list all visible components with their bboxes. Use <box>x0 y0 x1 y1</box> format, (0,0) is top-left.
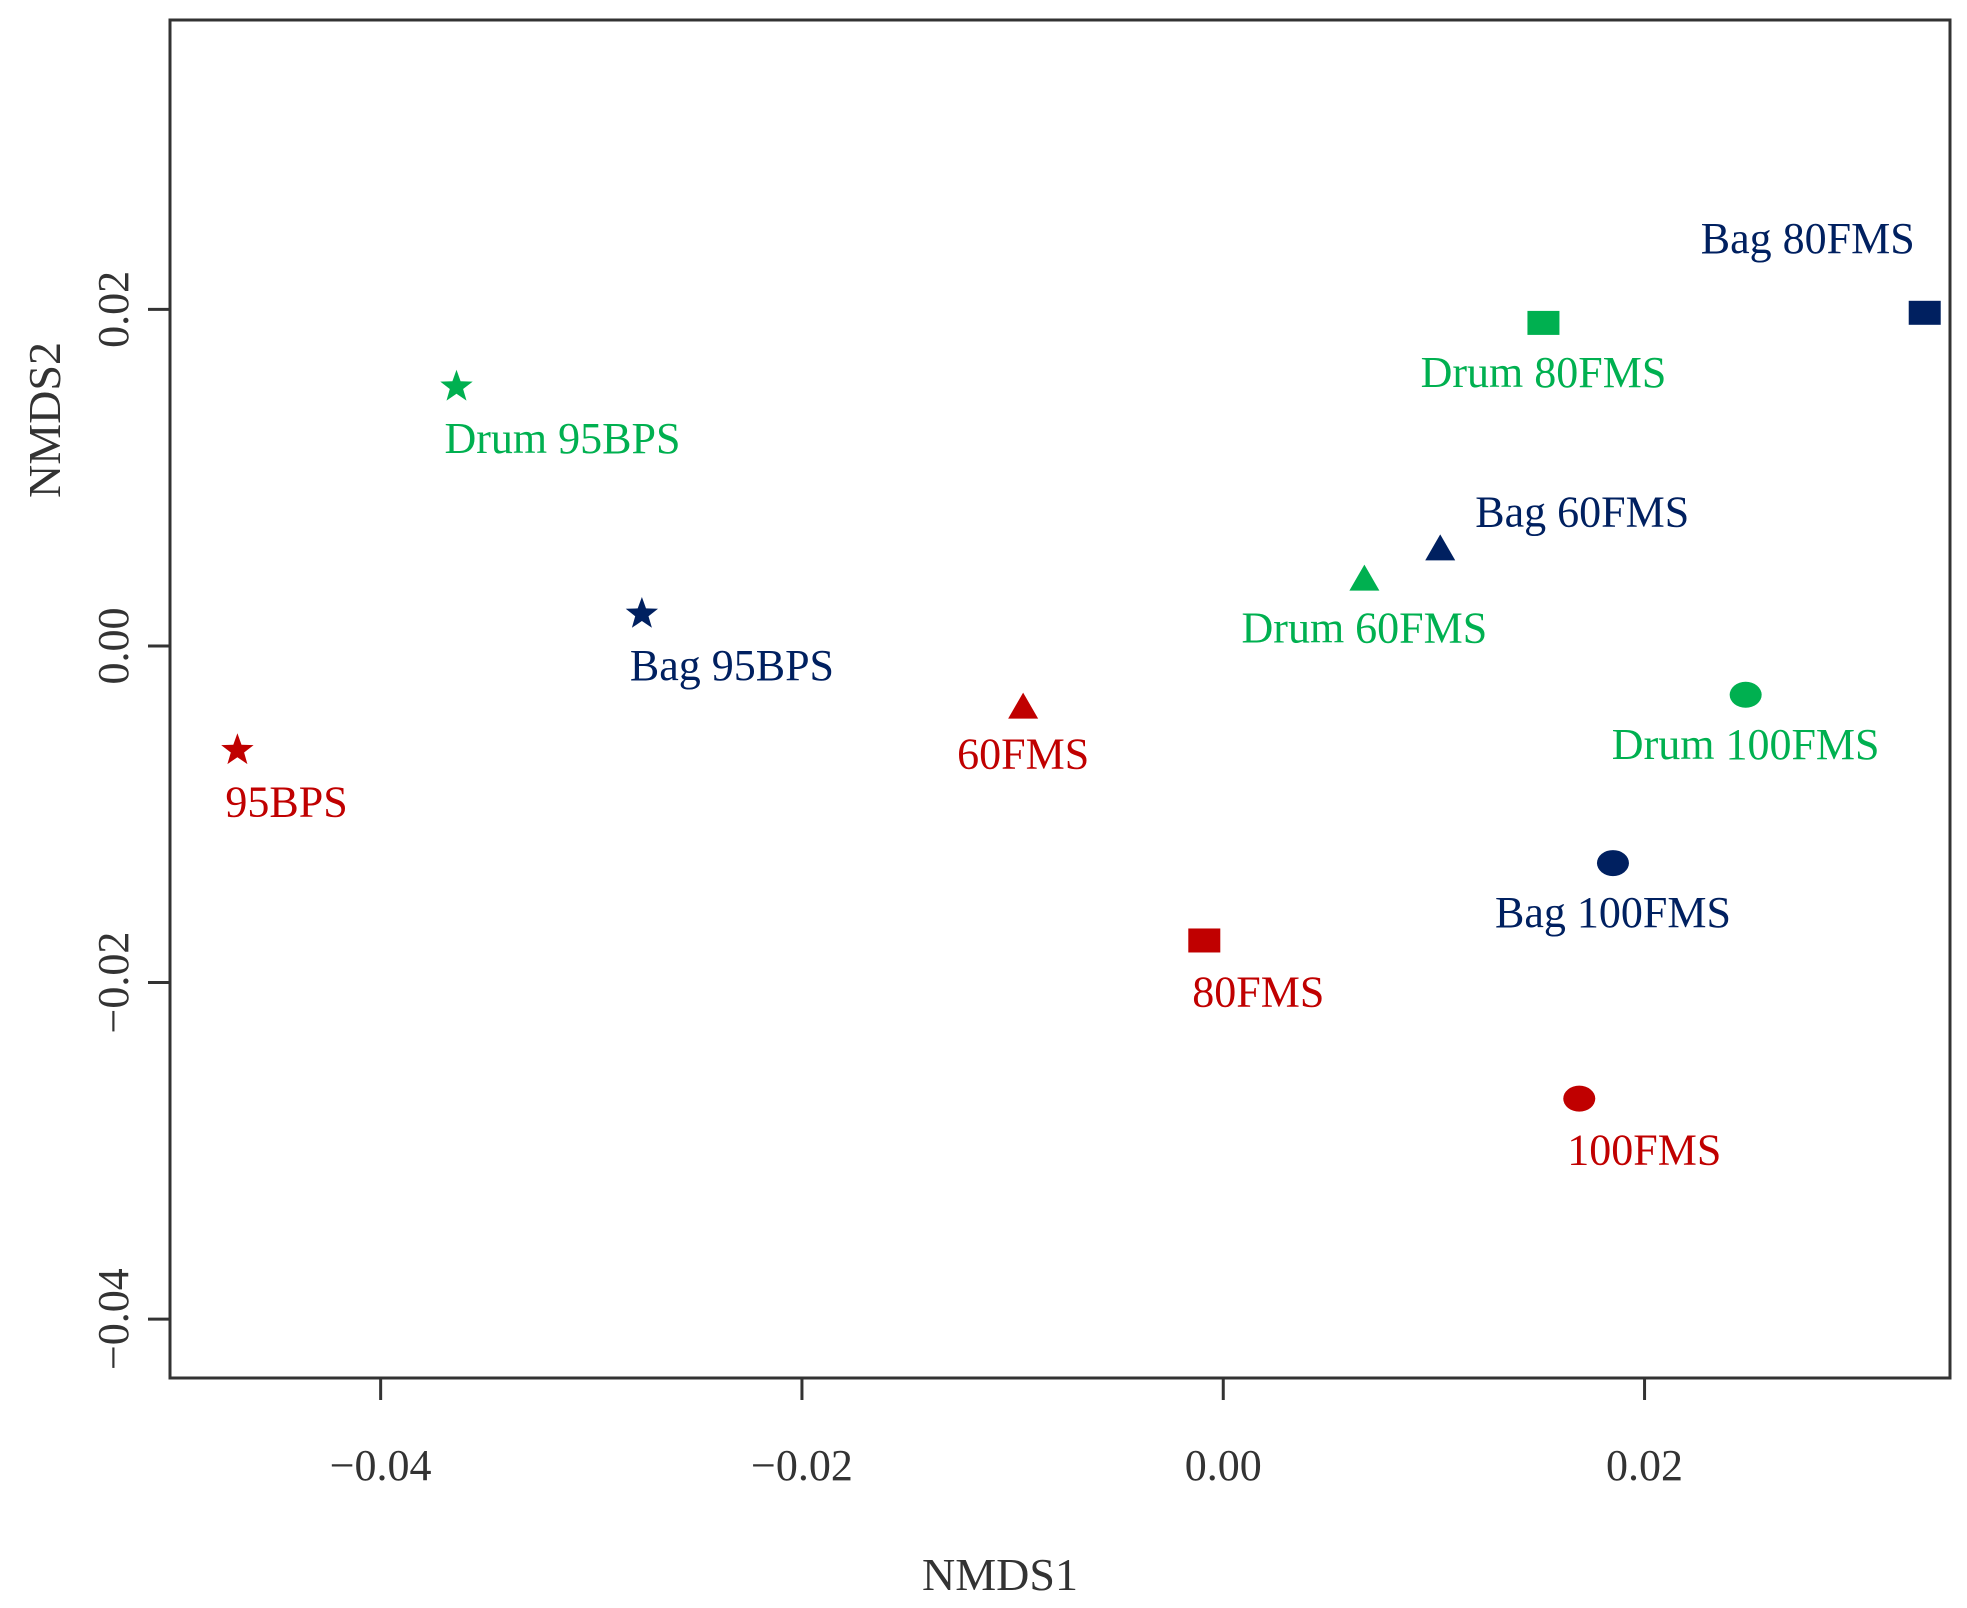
point-60fms <box>1008 692 1039 719</box>
point-bag-60fms <box>1425 534 1456 561</box>
point-80fms <box>1188 928 1221 953</box>
point-drum-80fms <box>1527 310 1560 335</box>
label-95bps: 95BPS <box>225 777 347 826</box>
label-80fms: 80FMS <box>1192 967 1324 1016</box>
label-100fms: 100FMS <box>1567 1126 1721 1175</box>
y-tick-label: −0.04 <box>89 1268 138 1370</box>
x-tick-label: 0.02 <box>1606 1441 1683 1490</box>
point-bag-95bps <box>625 597 658 628</box>
label-bag-80fms: Bag 80FMS <box>1701 214 1915 263</box>
label-drum-60fms: Drum 60FMS <box>1242 604 1488 653</box>
x-tick-label: −0.02 <box>751 1441 853 1490</box>
point-bag-80fms <box>1908 300 1941 325</box>
label-bag-60fms: Bag 60FMS <box>1475 487 1689 536</box>
point-95bps <box>221 733 254 765</box>
point-drum-60fms <box>1349 564 1380 591</box>
y-tick-label: −0.02 <box>89 932 138 1034</box>
x-tick-label: 0.00 <box>1185 1441 1262 1490</box>
y-tick-label: 0.00 <box>89 607 138 684</box>
point-drum-95bps <box>440 369 473 401</box>
label-60fms: 60FMS <box>957 730 1089 779</box>
point-bag-100fms <box>1596 850 1629 877</box>
point-labels: 95BPS Drum 95BPS Bag 95BPS 60FMS 80FMS 100FMS… <box>225 214 1914 1175</box>
x-axis-title: NMDS1 <box>922 1549 1078 1600</box>
label-drum-100fms: Drum 100FMS <box>1612 720 1880 769</box>
plot-frame <box>168 18 1952 1380</box>
label-drum-80fms: Drum 80FMS <box>1421 348 1667 397</box>
point-100fms <box>1563 1085 1596 1112</box>
label-drum-95bps: Drum 95BPS <box>444 414 680 463</box>
data-points <box>221 300 1941 1112</box>
plot-axes: −0.04 −0.02 0.00 0.02 −0.04 −0.02 0.00 0.02 <box>89 18 1952 1490</box>
y-tick-label: 0.02 <box>89 271 138 348</box>
x-tick-label: −0.04 <box>330 1441 432 1490</box>
label-bag-95bps: Bag 95BPS <box>630 641 834 690</box>
y-axis-title: NMDS2 <box>19 342 70 498</box>
point-drum-100fms <box>1729 681 1762 708</box>
label-bag-100fms: Bag 100FMS <box>1495 888 1731 937</box>
